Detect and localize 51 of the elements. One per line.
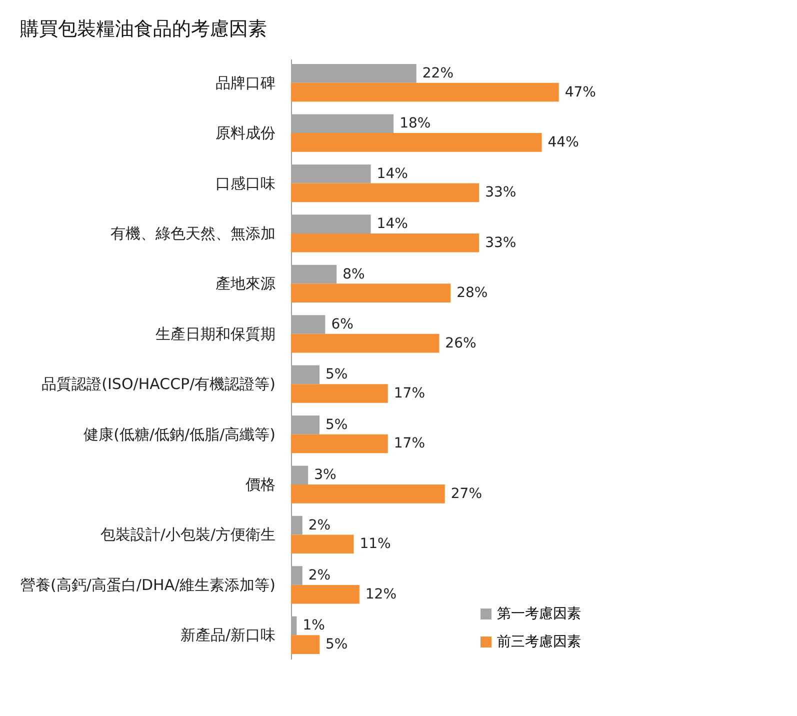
data-label: 26% — [445, 335, 476, 352]
data-label: 3% — [314, 467, 336, 484]
data-label: 2% — [308, 517, 331, 534]
data-label: 5% — [325, 416, 348, 433]
bar — [291, 133, 542, 152]
y-tick-label: 價格 — [246, 476, 276, 494]
data-label: 33% — [485, 234, 516, 251]
data-label: 17% — [394, 386, 426, 402]
data-label: 33% — [485, 184, 516, 201]
y-tick-label: 營養(高鈣/高蛋白/DHA/維生素添加等) — [20, 576, 276, 594]
data-label: 18% — [400, 116, 431, 132]
data-label: 28% — [456, 285, 488, 302]
data-label: 14% — [376, 166, 408, 182]
data-label: 47% — [564, 84, 596, 100]
legend-label: 第一考慮因素 — [497, 606, 581, 622]
bar — [291, 484, 445, 504]
data-label: 44% — [548, 134, 579, 150]
bar — [291, 534, 354, 554]
data-label: 8% — [342, 266, 365, 282]
bar — [291, 434, 388, 454]
y-tick-label: 包裝設計/小包裝/方便衛生 — [100, 526, 276, 544]
data-label: 27% — [450, 486, 482, 502]
y-tick-label: 原料成份 — [216, 124, 276, 142]
y-tick-label: 品牌口碑 — [216, 74, 276, 92]
bar — [291, 384, 388, 403]
bar — [291, 233, 480, 252]
y-tick-label: 有機、綠色天然、無添加 — [110, 224, 276, 242]
data-label: 1% — [302, 618, 325, 634]
data-label: 5% — [325, 366, 348, 383]
data-label: 17% — [394, 436, 426, 452]
bar — [291, 284, 451, 303]
legend-label: 前三考慮因素 — [497, 634, 581, 650]
bar — [291, 82, 559, 102]
y-tick-label: 健康(低糖/低鈉/低脂/高纖等) — [84, 425, 276, 444]
data-label: 22% — [422, 65, 454, 82]
data-label: 5% — [325, 636, 348, 653]
data-label: 11% — [360, 536, 391, 552]
bar — [291, 334, 440, 353]
data-label: 6% — [331, 316, 354, 332]
chart-title: 購買包裝糧油食品的考慮因素 — [20, 18, 268, 40]
data-label: 12% — [365, 586, 397, 602]
y-tick-label: 新產品/新口味 — [180, 626, 276, 644]
bar — [291, 635, 320, 654]
bar — [291, 183, 480, 202]
y-tick-label: 口感口味 — [216, 174, 276, 192]
y-tick-label: 品質認證(ISO/HACCP/有機認證等) — [42, 375, 276, 394]
bar — [291, 584, 360, 604]
data-label: 14% — [376, 216, 408, 232]
data-label: 2% — [308, 568, 331, 584]
y-tick-label: 生產日期和保質期 — [156, 324, 276, 343]
y-tick-label: 產地來源 — [216, 274, 276, 293]
